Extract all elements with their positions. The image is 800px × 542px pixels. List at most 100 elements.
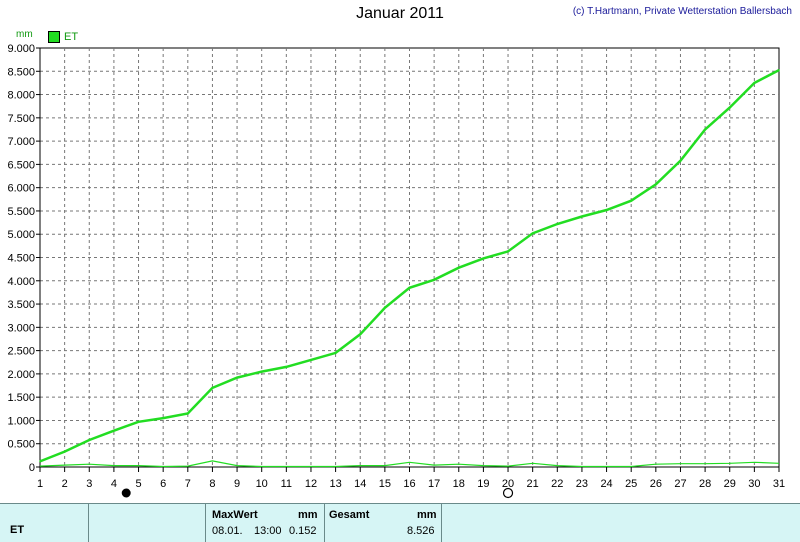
- et-hourly-line: [39, 460, 780, 468]
- y-tick-label: 2.000: [7, 369, 35, 381]
- footer-series-cell: ET: [0, 504, 89, 542]
- x-tick-label: 5: [135, 478, 141, 490]
- x-tick-label: 18: [453, 478, 465, 490]
- x-tick-label: 6: [160, 478, 166, 490]
- x-tick-label: 20: [502, 478, 514, 490]
- data-point: [236, 376, 238, 379]
- maxwert-value: 0.152: [289, 525, 317, 537]
- data-point: [384, 306, 386, 309]
- data-point: [556, 223, 559, 225]
- y-tick-label: 6.000: [7, 183, 35, 195]
- x-tick-label: 30: [748, 478, 760, 490]
- data-point: [260, 370, 263, 373]
- data-point: [334, 352, 337, 354]
- y-tick-label: 0: [29, 462, 35, 474]
- gesamt-value: 8.526: [407, 525, 435, 537]
- data-point: [728, 106, 731, 109]
- data-point: [211, 387, 214, 389]
- x-tick-label: 28: [699, 478, 711, 490]
- data-point: [88, 439, 91, 441]
- data-point: [655, 183, 657, 186]
- data-point: [39, 460, 41, 463]
- data-point: [581, 215, 583, 218]
- legend-label: ET: [64, 31, 79, 43]
- y-tick-label: 7.500: [7, 113, 35, 125]
- x-tick-label: 15: [379, 478, 391, 490]
- data-point: [162, 417, 164, 419]
- y-tick-label: 2.500: [7, 346, 35, 358]
- data-point: [679, 159, 682, 162]
- x-tick-label: 21: [527, 478, 539, 490]
- x-tick-label: 29: [724, 478, 736, 490]
- x-tick-label: 2: [62, 478, 68, 490]
- legend-swatch: [48, 31, 60, 43]
- data-point: [310, 359, 312, 361]
- data-point: [408, 286, 411, 289]
- y-tick-label: 4.000: [7, 276, 35, 288]
- x-tick-label: 8: [209, 478, 215, 490]
- x-tick-label: 11: [281, 478, 292, 490]
- data-point: [605, 209, 608, 211]
- x-tick-label: 27: [674, 478, 686, 490]
- x-tick-label: 14: [354, 478, 366, 490]
- y-tick-label: 7.000: [7, 136, 35, 148]
- data-point: [704, 128, 706, 131]
- data-point: [433, 279, 435, 281]
- data-point: [113, 429, 115, 432]
- x-tick-label: 19: [477, 478, 489, 490]
- footer-maxwert-cell: MaxWert mm 08.01. 13:00 0.152: [206, 504, 325, 542]
- x-tick-label: 13: [329, 478, 341, 490]
- y-tick-label: 4.500: [7, 253, 35, 265]
- data-point: [187, 412, 189, 415]
- x-tick-label: 31: [773, 478, 785, 490]
- y-tick-label: 9.000: [7, 43, 35, 55]
- gesamt-label: Gesamt: [329, 509, 370, 521]
- y-tick-label: 3.500: [7, 299, 35, 311]
- x-tick-label: 25: [625, 478, 637, 490]
- legend[interactable]: ET: [48, 31, 78, 43]
- x-tick-label: 12: [305, 478, 317, 490]
- x-tick-label: 16: [403, 478, 415, 490]
- y-tick-label: 1.500: [7, 392, 35, 404]
- y-tick-label: 8.500: [7, 66, 35, 78]
- chart-title: Januar 2011: [356, 5, 444, 22]
- data-point: [507, 250, 509, 253]
- x-tick-label: 10: [256, 478, 268, 490]
- maxwert-time: 13:00: [254, 525, 282, 537]
- data-point: [482, 257, 485, 260]
- data-point: [457, 266, 460, 269]
- y-tick-label: 5.000: [7, 229, 35, 241]
- gesamt-unit: mm: [417, 509, 437, 521]
- data-point: [630, 199, 632, 202]
- footer-series-label: ET: [10, 524, 25, 536]
- full-moon-icon: [502, 487, 514, 499]
- line-chart: 0 0.500 1.000 1.500 2.000 2.500 3.000 3.500 4.00…: [7, 43, 785, 499]
- x-tick-label: 22: [551, 478, 563, 490]
- y-tick-label: 5.500: [7, 206, 35, 218]
- maxwert-date: 08.01.: [212, 525, 243, 537]
- data-point: [285, 366, 288, 368]
- y-tick-label: 0.500: [7, 439, 35, 451]
- x-tick-label: 1: [37, 478, 43, 490]
- summary-footer: ET MaxWert mm 08.01. 13:00 0.152 Gesamt …: [0, 503, 800, 542]
- data-point: [359, 333, 362, 336]
- x-tick-label: 26: [650, 478, 662, 490]
- data-point: [63, 450, 66, 453]
- x-tick-label: 4: [111, 478, 117, 490]
- y-tick-label: 1.000: [7, 415, 35, 427]
- x-tick-label: 24: [600, 478, 612, 490]
- y-unit-label: mm: [16, 29, 33, 40]
- footer-empty-cell: [88, 504, 206, 542]
- x-tick-label: 17: [428, 478, 440, 490]
- x-tick-label: 7: [185, 478, 191, 490]
- data-point: [778, 69, 780, 71]
- x-tick-label: 3: [86, 478, 92, 490]
- y-tick-label: 8.000: [7, 90, 35, 102]
- data-point: [531, 232, 534, 235]
- y-tick-label: 3.000: [7, 322, 35, 334]
- new-moon-icon: [121, 488, 131, 498]
- data-point: [753, 82, 756, 84]
- maxwert-label: MaxWert: [212, 509, 258, 521]
- y-tick-label: 6.500: [7, 159, 35, 171]
- x-tick-label: 9: [234, 478, 240, 490]
